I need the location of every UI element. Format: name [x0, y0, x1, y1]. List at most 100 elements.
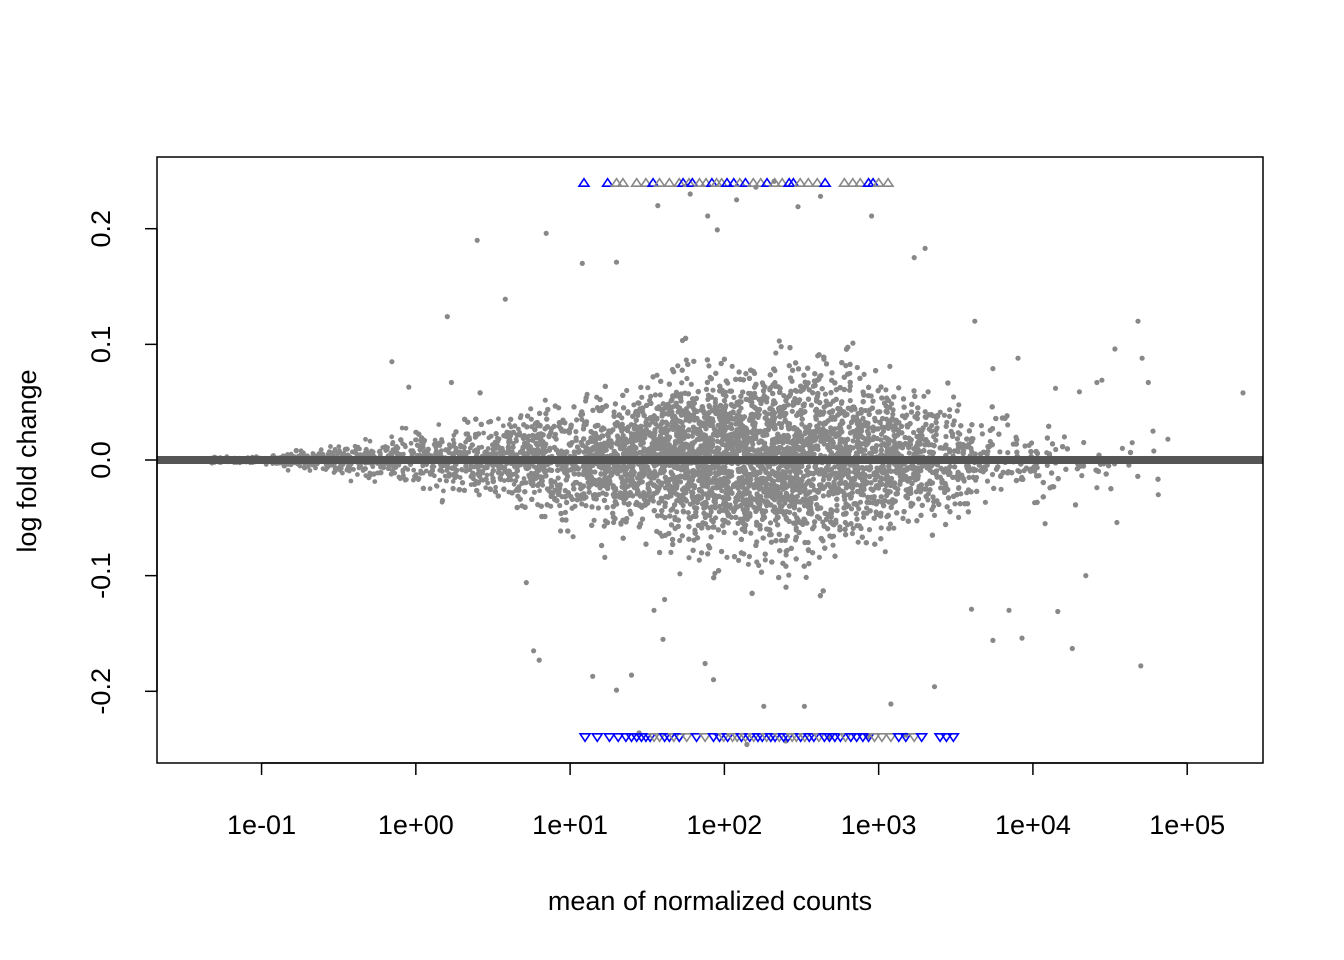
cloud-point-440 [857, 499, 864, 505]
cloud-point-815 [906, 450, 912, 456]
cloud-point-1168 [724, 554, 730, 560]
cloud-point-134 [834, 502, 840, 508]
cloud-point-972 [810, 476, 817, 482]
cloud-point-775 [966, 474, 972, 481]
cloud-point-1031 [512, 423, 518, 429]
cloud-point-1010 [528, 406, 534, 412]
cloud-point-1271 [808, 402, 815, 408]
cloud-point-48 [830, 542, 836, 548]
cloud-point-1157 [944, 419, 950, 425]
cloud-point-1437 [982, 499, 989, 505]
cloud-point-655 [574, 492, 580, 498]
cloud-point-1065 [611, 413, 617, 419]
cloud-point-1002 [677, 571, 683, 577]
cloud-point-734 [866, 425, 872, 431]
cloud-point-1107 [955, 445, 961, 451]
cloud-point-969 [937, 409, 943, 415]
cloud-point-261 [854, 364, 860, 371]
cloud-point-880 [847, 383, 853, 389]
cloud-point-844 [780, 469, 786, 475]
cloud-point-1223 [887, 363, 893, 369]
point-cloud [205, 335, 1161, 603]
cloud-point-525 [849, 530, 856, 537]
cloud-point-924 [958, 491, 964, 497]
cloud-point-1086 [1079, 473, 1085, 479]
cloud-point-1170 [933, 437, 939, 443]
cloud-point-1308 [957, 431, 963, 437]
cloud-point-800 [911, 429, 917, 436]
cloud-point-712 [1022, 443, 1028, 449]
cloud-point-20 [887, 521, 894, 527]
cloud-point-1202 [929, 506, 935, 513]
cloud-point-189 [601, 523, 607, 529]
cloud-point-1450 [796, 507, 802, 513]
cloud-point-786 [979, 431, 986, 437]
cloud-point-1384 [675, 363, 681, 369]
cloud-point-237 [1005, 422, 1011, 428]
cloud-point-1115 [657, 392, 663, 398]
cloud-point-561 [816, 554, 823, 560]
cloud-point-963 [782, 537, 788, 544]
cloud-point-636 [530, 432, 536, 438]
cloud-point-1038 [820, 477, 827, 483]
cloud-point-919 [443, 478, 449, 484]
cloud-point-1222 [1044, 462, 1050, 468]
cloud-point-132 [748, 530, 754, 536]
cloud-point-776 [574, 417, 580, 423]
cloud-point-1281 [951, 394, 957, 400]
cloud-point-864 [703, 426, 709, 432]
cloud-point-1480 [956, 514, 962, 521]
cloud-point-461 [595, 505, 602, 511]
cloud-point-468 [883, 387, 889, 393]
cloud-point-518 [745, 561, 752, 567]
cloud-point-415 [679, 380, 685, 386]
cloud-point-1293 [850, 340, 856, 346]
cloud-point-1391 [1026, 442, 1032, 448]
cloud-point-659 [712, 570, 718, 576]
cloud-point-554 [583, 503, 589, 509]
cloud-point-194 [843, 363, 849, 369]
cloud-point-289 [611, 519, 617, 526]
cloud-point-952 [868, 393, 874, 399]
cloud-point-319 [557, 502, 563, 509]
cloud-point-1124 [854, 523, 860, 529]
cloud-point-802 [710, 387, 716, 393]
cloud-point-971 [645, 385, 651, 391]
cloud-point-115 [531, 489, 538, 495]
cloud-point-829 [677, 537, 683, 544]
cloud-point-329 [476, 492, 482, 498]
cloud-point-837 [874, 465, 880, 471]
cloud-point-1054 [558, 528, 564, 534]
cloud-point-1301 [795, 410, 801, 416]
cloud-point-1440 [723, 393, 729, 399]
cloud-point-1130 [570, 534, 576, 540]
cloud-point-1294 [864, 505, 870, 511]
cloud-point-262 [602, 554, 608, 561]
cloud-point-781 [794, 388, 800, 394]
cloud-point-296 [652, 392, 659, 398]
cloud-point-1372 [941, 412, 948, 418]
cloud-point-99 [789, 408, 795, 414]
cloud-point-819 [989, 471, 996, 478]
cloud-point-686 [850, 438, 856, 444]
cloud-point-1425 [528, 416, 534, 422]
cloud-point-59 [735, 520, 741, 527]
cloud-point-1474 [754, 559, 760, 565]
cloud-point-1249 [786, 572, 792, 578]
cloud-point-1427 [674, 509, 680, 515]
cloud-point-1456 [767, 520, 774, 526]
cloud-point-287 [861, 371, 867, 377]
cloud-point-1373 [542, 397, 548, 403]
cloud-point-253 [685, 509, 691, 516]
cloud-point-94 [639, 394, 645, 400]
cloud-point-451 [1053, 446, 1059, 453]
cloud-point-384 [946, 413, 953, 419]
cloud-point-306 [778, 537, 785, 544]
cloud-point-538 [1151, 448, 1157, 454]
cloud-point-72 [654, 372, 660, 378]
cloud-point-221 [952, 501, 958, 507]
cloud-point-285 [686, 555, 692, 561]
cloud-point-1025 [668, 549, 674, 556]
cloud-point-596 [984, 478, 991, 484]
